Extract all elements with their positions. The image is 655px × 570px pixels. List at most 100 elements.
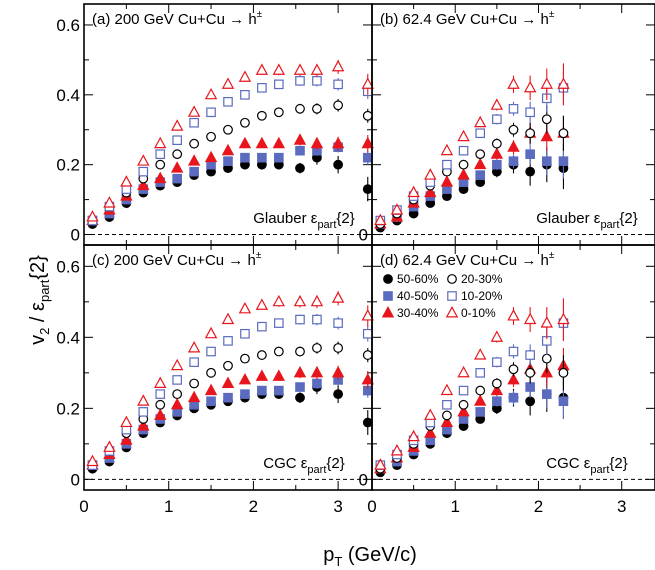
data-point bbox=[442, 399, 452, 410]
data-point bbox=[295, 163, 305, 174]
data-point bbox=[457, 365, 470, 378]
legend-marker bbox=[383, 291, 393, 301]
y-tick-label: 0.2 bbox=[56, 399, 80, 418]
series-10-20% bbox=[375, 70, 569, 226]
data-point bbox=[541, 114, 552, 125]
legend-marker bbox=[383, 274, 393, 284]
data-point bbox=[310, 136, 324, 149]
x-tick-label: 3 bbox=[617, 497, 626, 516]
data-point bbox=[240, 117, 250, 128]
legend-label: 20-30% bbox=[461, 272, 503, 286]
x-tick-label: 2 bbox=[249, 497, 258, 516]
data-point bbox=[475, 385, 486, 396]
data-point bbox=[154, 171, 167, 184]
data-point bbox=[103, 440, 116, 452]
data-point bbox=[255, 63, 269, 75]
data-point bbox=[458, 385, 469, 396]
model-label: Glauber εpart{2} bbox=[536, 210, 638, 231]
data-point bbox=[331, 365, 345, 378]
data-point bbox=[221, 312, 235, 325]
data-point bbox=[223, 360, 233, 371]
data-point bbox=[138, 166, 149, 177]
data-point bbox=[187, 154, 201, 166]
legend-item: 30-40% bbox=[381, 306, 439, 320]
data-point bbox=[240, 152, 250, 163]
data-point bbox=[333, 100, 344, 111]
legend-marker bbox=[445, 306, 459, 318]
series-0-10% bbox=[86, 59, 374, 222]
model-label: CGC εpart{2} bbox=[263, 455, 345, 476]
data-point bbox=[257, 385, 267, 396]
data-point bbox=[170, 358, 184, 371]
model-label: Glauber εpart{2} bbox=[253, 210, 355, 231]
data-point bbox=[507, 77, 520, 89]
legend-label: 50-60% bbox=[397, 272, 439, 286]
data-point bbox=[170, 119, 184, 131]
data-point bbox=[374, 213, 387, 226]
panel-frame bbox=[83, 3, 373, 246]
data-point bbox=[172, 149, 183, 160]
data-point bbox=[362, 417, 373, 428]
data-point bbox=[120, 415, 133, 428]
data-point bbox=[541, 156, 552, 166]
data-point bbox=[170, 397, 184, 410]
data-point bbox=[458, 145, 469, 156]
data-point bbox=[255, 136, 269, 149]
data-point bbox=[525, 382, 535, 392]
data-point bbox=[541, 389, 552, 399]
data-point bbox=[189, 138, 200, 149]
data-point bbox=[172, 173, 182, 184]
data-point bbox=[458, 399, 469, 410]
data-point bbox=[187, 105, 201, 117]
data-point bbox=[204, 383, 218, 396]
data-point bbox=[442, 159, 452, 170]
data-point bbox=[362, 350, 373, 360]
data-point bbox=[331, 291, 345, 303]
data-point bbox=[333, 343, 344, 353]
data-point bbox=[312, 314, 322, 325]
data-point bbox=[475, 368, 486, 378]
data-point bbox=[189, 166, 199, 177]
y-tick-label: 0 bbox=[71, 226, 80, 245]
data-point bbox=[240, 90, 250, 100]
data-point bbox=[295, 392, 305, 403]
data-point bbox=[137, 154, 150, 166]
data-point bbox=[295, 314, 305, 325]
data-point bbox=[170, 161, 184, 173]
data-point bbox=[490, 147, 504, 159]
legend-item: 0-10% bbox=[445, 306, 496, 320]
data-point bbox=[490, 383, 504, 396]
y-tick-label: 0.4 bbox=[56, 328, 80, 347]
data-point bbox=[390, 443, 404, 456]
legend: 50-60% 20-30% 40-50% 10-20% 30-40% 0-10% bbox=[381, 272, 503, 320]
data-point bbox=[525, 107, 535, 118]
data-point bbox=[238, 372, 252, 385]
y-tick-label: 0.6 bbox=[56, 257, 80, 276]
data-point bbox=[240, 353, 250, 364]
data-point bbox=[473, 157, 487, 170]
data-point bbox=[310, 365, 324, 378]
series-0-10% bbox=[374, 63, 570, 226]
series-0-10% bbox=[374, 298, 570, 470]
data-point bbox=[333, 389, 344, 400]
legend-label: 0-10% bbox=[461, 306, 496, 320]
axis-ticks bbox=[371, 4, 655, 245]
panel-title: (a) 200 GeV Cu+Cu → h± bbox=[92, 9, 263, 28]
data-point bbox=[238, 70, 252, 82]
data-point bbox=[206, 346, 216, 357]
data-point bbox=[137, 394, 150, 406]
legend-marker bbox=[447, 291, 457, 301]
data-point bbox=[473, 348, 487, 360]
data-point bbox=[525, 166, 536, 177]
data-point bbox=[525, 396, 536, 407]
x-tick-label: 2 bbox=[534, 497, 543, 516]
data-point bbox=[312, 76, 322, 86]
data-point bbox=[310, 294, 324, 307]
data-point bbox=[256, 350, 267, 360]
data-point bbox=[557, 312, 570, 325]
data-point bbox=[424, 185, 437, 198]
data-point bbox=[295, 346, 305, 357]
data-point bbox=[525, 128, 536, 139]
data-point bbox=[508, 103, 519, 114]
